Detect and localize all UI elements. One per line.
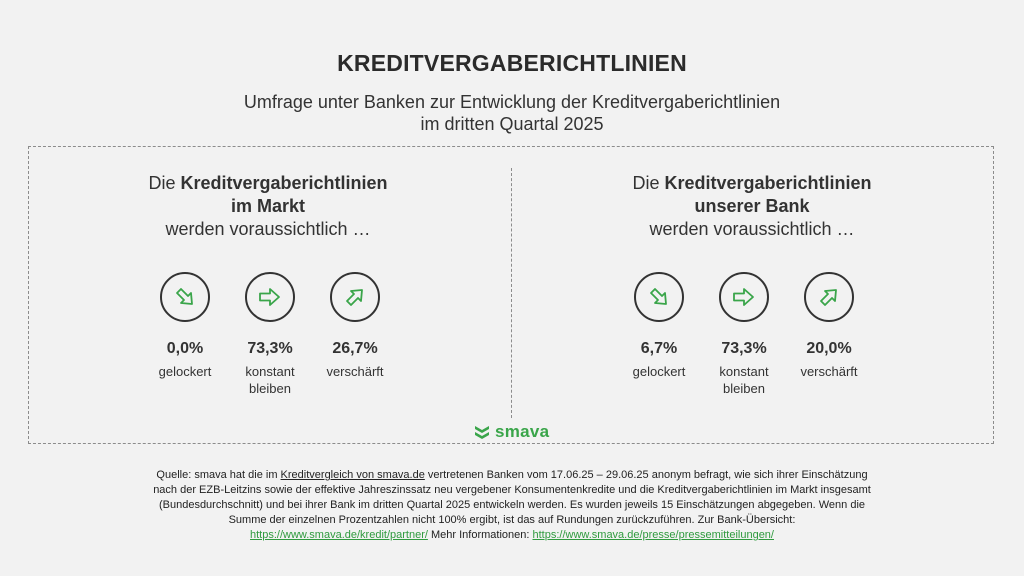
kreditvergleich-link[interactable]: Kreditvergleich von smava.de [280,469,425,481]
survey-frame [28,146,994,444]
forecast-items: 0,0% gelockert 73,3% konstant bleiben 26… [58,272,478,412]
arrow-down-right-icon [634,272,684,322]
forecast-value: 20,0% [806,340,852,357]
arrow-up-right-icon [330,272,380,322]
forecast-label: gelockert [140,363,230,380]
source-text: Mehr Informationen: [427,529,533,541]
forecast-item-constant: 73,3% konstant bleiben [699,272,789,397]
forecast-label: konstant bleiben [699,363,789,397]
bank-overview-link[interactable]: https://www.smava.de/kredit/partner/ [250,529,428,541]
smava-chevron-icon [475,426,489,439]
smava-logo: smava [473,422,549,442]
arrow-right-icon [245,272,295,322]
heading-bold-1: Kreditvergaberichtlinien [664,173,872,193]
forecast-item-tightened: 20,0% verschärft [784,272,874,380]
source-text: Quelle: smava hat die im [156,469,281,481]
panel-heading: Die Kreditvergaberichtlinien unserer Ban… [542,172,962,241]
forecast-item-constant: 73,3% konstant bleiben [225,272,315,397]
forecast-label-line-2: bleiben [249,381,291,396]
forecast-item-loosened: 6,7% gelockert [614,272,704,380]
forecast-value: 6,7% [640,340,678,357]
forecast-label-line-1: gelockert [632,364,686,379]
forecast-label-line-1: gelockert [158,364,212,379]
page-title: KREDITVERGABERICHTLINIEN [337,50,687,76]
subtitle-line-2: im dritten Quartal 2025 [420,114,604,134]
heading-bold-2: unserer Bank [694,196,810,216]
forecast-label: konstant bleiben [225,363,315,397]
forecast-label-line-1: konstant [245,364,295,379]
forecast-label: verschärft [784,363,874,380]
forecast-label-line-1: konstant [719,364,769,379]
page-subtitle: Umfrage unter Banken zur Entwicklung der… [0,91,1024,135]
heading-bold-2: im Markt [230,196,306,216]
source-note: Quelle: smava hat die im Kreditvergleich… [150,468,874,543]
forecast-items: 6,7% gelockert 73,3% konstant bleiben 20… [542,272,962,412]
forecast-value: 0,0% [166,340,204,357]
panel-heading: Die Kreditvergaberichtlinien im Markt we… [58,172,478,241]
forecast-value: 26,7% [332,340,378,357]
forecast-label-line-1: verschärft [800,364,858,379]
forecast-item-loosened: 0,0% gelockert [140,272,230,380]
arrow-up-right-icon [804,272,854,322]
panel-market: Die Kreditvergaberichtlinien im Markt we… [58,172,478,396]
heading-intro: Die [632,173,660,193]
subtitle-line-1: Umfrage unter Banken zur Entwicklung der… [243,92,781,112]
panel-divider [511,168,512,418]
forecast-value: 73,3% [721,340,767,357]
arrow-down-right-icon [160,272,210,322]
forecast-label-line-1: verschärft [326,364,384,379]
forecast-label: gelockert [614,363,704,380]
forecast-label: verschärft [310,363,400,380]
forecast-label-line-2: bleiben [723,381,765,396]
heading-bold-1: Kreditvergaberichtlinien [180,173,388,193]
forecast-item-tightened: 26,7% verschärft [310,272,400,380]
arrow-right-icon [719,272,769,322]
heading-intro: Die [148,173,176,193]
panel-own-bank: Die Kreditvergaberichtlinien unserer Ban… [542,172,962,396]
press-link[interactable]: https://www.smava.de/presse/pressemittei… [532,529,774,541]
heading-line-3: werden voraussichtlich … [649,219,855,239]
source-text: vertretenen Banken vom 17.06.25 – 29.06.… [153,469,871,526]
heading-line-3: werden voraussichtlich … [165,219,371,239]
forecast-value: 73,3% [247,340,293,357]
logo-text: smava [495,422,550,441]
